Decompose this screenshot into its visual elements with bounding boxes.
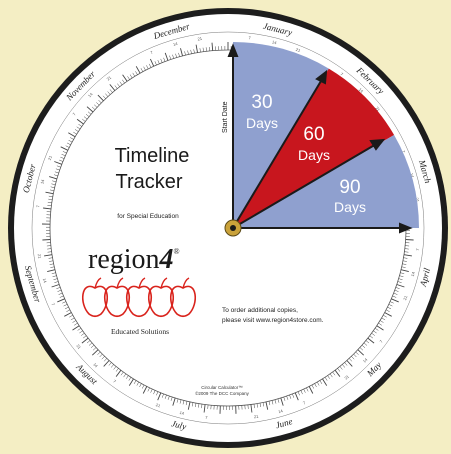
credit-line-2: ©2009 The DCC Company [195,390,250,396]
credit-line-1: Circular Calculator™ [201,385,243,390]
title-line-2: Tracker [115,171,182,193]
subtitle: for Special Education [117,213,179,220]
brand-wordmark: region4® [88,244,180,275]
wedge-30-number: 30 [251,92,272,113]
wedge-30-unit: Days [246,115,278,131]
wedge-90-number: 90 [339,177,360,198]
wedge-60-unit: Days [298,147,330,163]
wedge-90-unit: Days [334,199,366,215]
center-rivet-hole [230,225,236,231]
start-date-label: Start Date [222,101,229,133]
tagline: Educated Solutions [111,327,169,336]
order-line-2: please visit www.region4store.com. [222,317,324,324]
day-tick [406,240,414,241]
day-tick [42,240,50,241]
order-line-1: To order additional copies, [222,307,298,314]
wedge-60-number: 60 [303,124,324,145]
title-line-1: Timeline [115,145,190,167]
